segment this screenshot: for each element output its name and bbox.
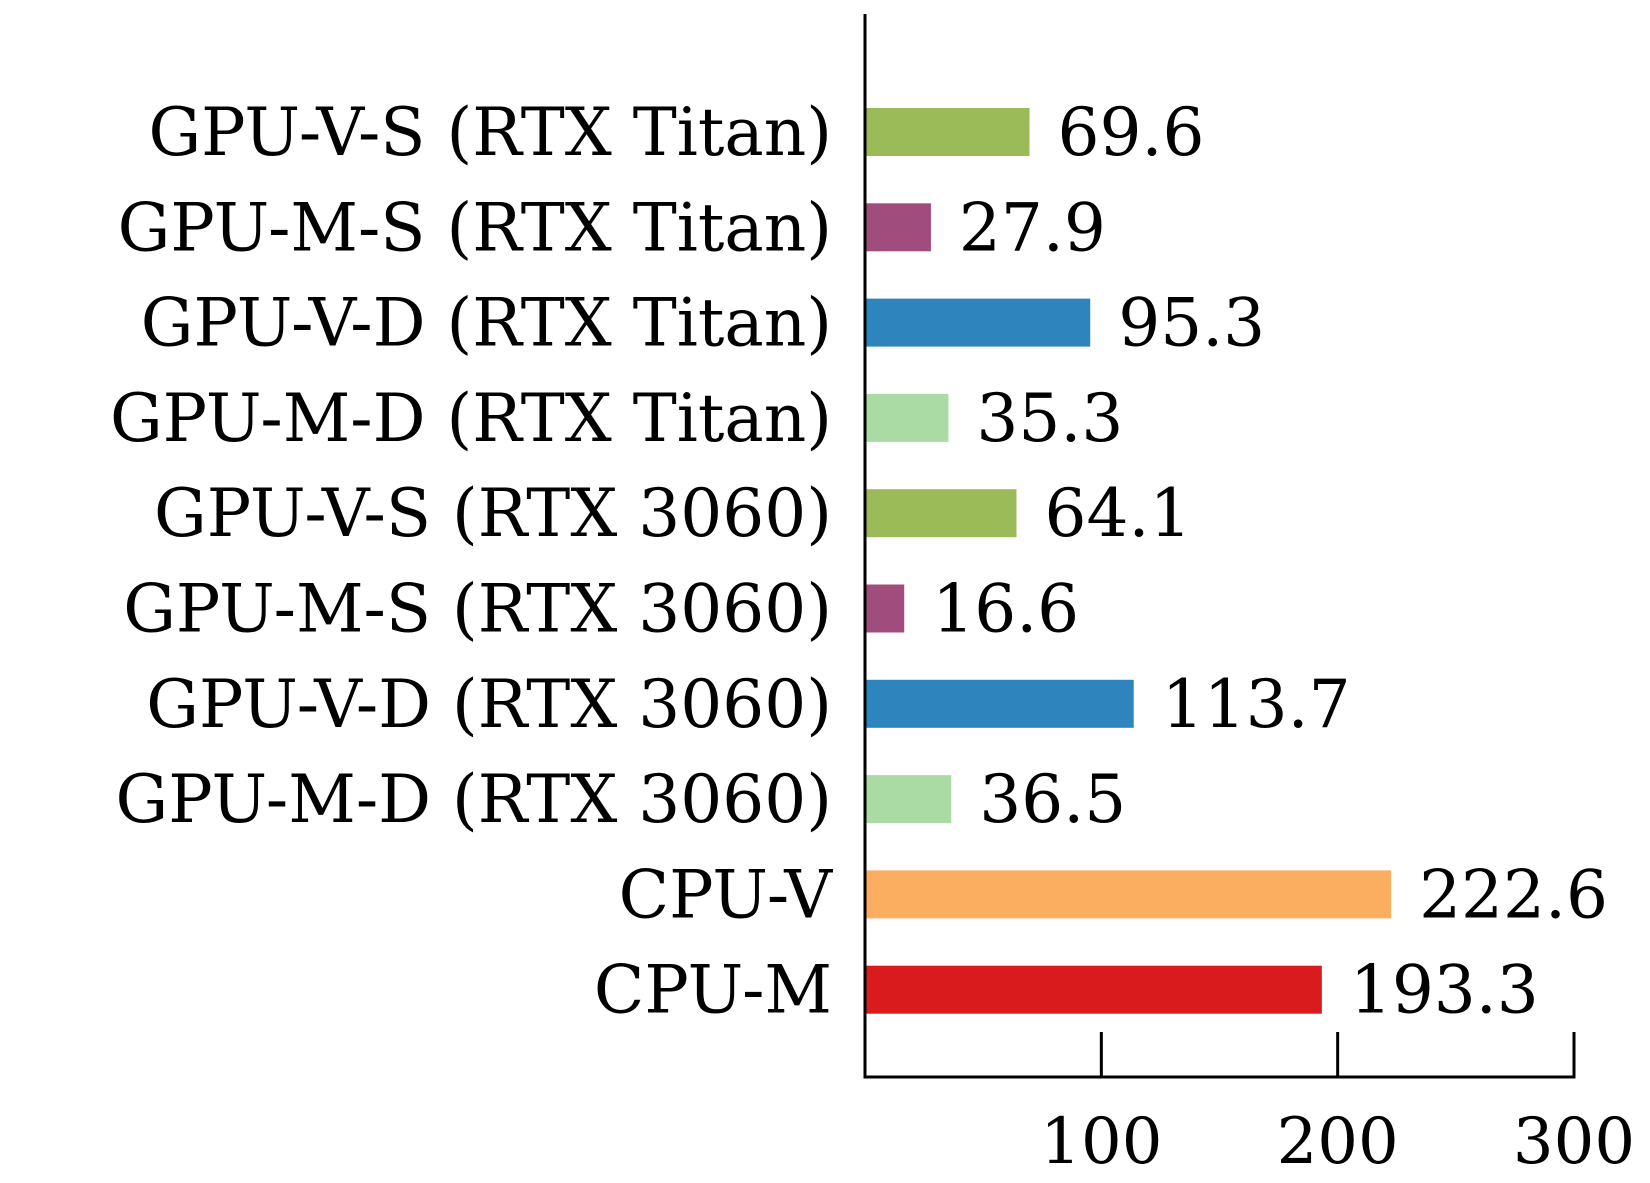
bar-3 [865,298,1091,347]
category-label-2: GPU-M-S (RTX Titan) [118,189,832,266]
value-label-8: 36.5 [979,761,1126,838]
bar-5 [865,489,1017,538]
value-label-1: 69.6 [1057,94,1204,171]
value-labels: 69.6 27.995.3 35.3 64.1 16.6 113.7 36.5 222.6 19… [932,94,1608,1029]
x-tick-label-100: 100 [1040,1105,1162,1179]
x-tick-labels: 100 200 300 [1040,1105,1635,1179]
category-label-1: GPU-V-S (RTX Titan) [148,94,832,171]
value-label-4: 35.3 [976,380,1123,457]
value-label-9: 222.6 [1419,856,1608,933]
value-label-5: 64.1 [1044,475,1191,552]
category-label-5: GPU-V-S (RTX 3060) [154,475,832,552]
value-label-6: 16.6 [932,571,1079,648]
x-tick-label-300: 300 [1513,1105,1635,1179]
bar-1 [865,108,1030,156]
value-label-7: 113.7 [1162,666,1351,743]
value-label-2: 27.9 [959,189,1106,266]
category-label-4: GPU-M-D (RTX Titan) [110,380,832,457]
category-label-7: GPU-V-D (RTX 3060) [146,666,832,743]
category-label-9: CPU-V [619,856,834,933]
bar-7 [865,679,1134,728]
value-label-3: 95.3 [1118,285,1265,362]
bar-9 [865,870,1392,919]
bar-8 [865,775,952,824]
bar-6 [865,584,905,633]
bar-2 [865,203,931,252]
category-label-8: GPU-M-D (RTX 3060) [116,761,833,838]
bar-10 [865,965,1322,1014]
category-labels: GPU-V-S (RTX Titan) GPU-M-S (RTX Titan) GP… [110,94,833,1029]
value-label-10: 193.3 [1350,952,1539,1029]
x-tick-label-200: 200 [1277,1105,1399,1179]
category-label-10: CPU-M [594,952,832,1029]
axis-group [863,14,1576,1079]
bars-group [865,108,1392,1014]
category-label-3: GPU-V-D (RTX Titan) [141,285,832,362]
category-label-6: GPU-M-S (RTX 3060) [123,571,832,648]
bar-4 [865,393,949,442]
